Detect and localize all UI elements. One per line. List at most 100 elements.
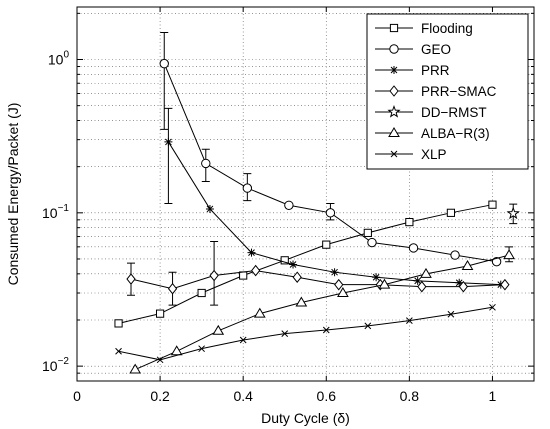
series-alba-r-3-: [129, 246, 515, 374]
data-point: [488, 200, 497, 209]
data-point: [322, 326, 330, 334]
legend-entry: PRR: [375, 63, 450, 78]
data-point: [489, 303, 496, 311]
data-point: [390, 150, 398, 158]
data-point: [334, 278, 344, 291]
data-point: [378, 278, 391, 289]
data-point: [280, 256, 289, 265]
data-point: [155, 309, 165, 318]
data-point: [212, 324, 225, 335]
data-point: [209, 269, 219, 282]
data-point: [239, 271, 248, 280]
data-point: [363, 228, 372, 237]
series-line: [118, 306, 493, 361]
series-flooding: [114, 200, 497, 328]
data-point: [337, 287, 349, 297]
x-tick-label: 0.2: [150, 388, 170, 404]
data-point: [367, 237, 377, 248]
legend-label: PRR−SMAC: [421, 84, 497, 99]
error-bar: [160, 32, 169, 130]
data-point: [389, 23, 399, 33]
legend-label: DD−RMST: [421, 105, 487, 120]
x-tick-label: 0: [73, 388, 81, 404]
x-tick-label: 0.4: [233, 388, 253, 404]
legend-entry: GEO: [375, 42, 451, 57]
plot-series: [114, 32, 520, 374]
series-dd-rmst: [506, 203, 520, 225]
data-point: [447, 310, 455, 318]
data-point: [239, 336, 247, 344]
legend-label: PRR: [421, 63, 450, 78]
data-point: [500, 278, 510, 291]
x-tick-label: 0.6: [317, 388, 337, 404]
legend: Flooding GEO PRR PRR−SMAC DD−RMST ALBA−R(3) XL…: [366, 13, 529, 170]
data-point: [129, 363, 142, 374]
legend-label: ALBA−R(3): [421, 126, 490, 141]
data-point: [198, 345, 205, 353]
data-point: [388, 127, 400, 137]
data-point: [201, 158, 211, 169]
legend-label: GEO: [421, 42, 451, 57]
data-point: [408, 243, 419, 253]
data-point: [417, 280, 427, 293]
x-axis-label: Duty Cycle (δ): [261, 410, 350, 426]
series-prr-smac: [126, 241, 510, 306]
series-line: [134, 254, 510, 371]
plot-frame: [76, 6, 535, 382]
y-tick-base: 10: [48, 52, 64, 68]
data-point: [364, 322, 372, 330]
data-point: [156, 356, 164, 364]
data-point: [253, 307, 266, 318]
y-tick-exponent: 0: [63, 50, 69, 61]
legend-entry: XLP: [375, 147, 447, 162]
y-tick-base: 10: [42, 358, 58, 374]
series-xlp: [115, 303, 496, 364]
data-point: [390, 66, 398, 74]
y-tick-base: 10: [42, 205, 58, 221]
data-point: [292, 271, 302, 284]
data-point: [205, 204, 214, 213]
series-line: [130, 270, 505, 290]
data-point: [372, 273, 381, 282]
y-tick-label: 10−2: [42, 356, 69, 374]
data-point: [126, 273, 136, 285]
data-point: [446, 208, 456, 217]
data-point: [506, 206, 520, 220]
data-point: [167, 282, 178, 295]
error-bar: [164, 107, 173, 205]
data-point: [281, 330, 289, 337]
legend-label: Flooding: [421, 21, 473, 36]
y-tick-exponent: −1: [58, 203, 70, 214]
legend-entry: ALBA−R(3): [375, 126, 490, 141]
data-point: [420, 267, 432, 278]
data-point: [450, 250, 460, 260]
legend-entry: Flooding: [375, 21, 473, 36]
data-point: [325, 208, 336, 218]
y-tick-label: 100: [48, 50, 70, 68]
y-tick-label: 10−1: [42, 203, 69, 221]
data-point: [295, 296, 308, 307]
data-point: [406, 317, 413, 325]
data-point: [455, 278, 464, 287]
data-point: [159, 58, 169, 69]
legend-label: XLP: [421, 147, 447, 162]
legend-entry: DD−RMST: [375, 105, 487, 120]
series-line: [118, 204, 493, 324]
data-point: [387, 105, 401, 118]
x-tick-label: 0.8: [400, 388, 420, 404]
y-tick-exponent: −2: [58, 356, 70, 367]
data-point: [461, 260, 474, 270]
data-point: [389, 85, 399, 97]
data-point: [405, 217, 414, 227]
data-point: [330, 268, 339, 277]
gridlines: [77, 7, 534, 381]
data-point: [114, 319, 123, 328]
data-point: [389, 44, 399, 54]
data-point: [284, 200, 294, 210]
data-point: [164, 137, 173, 146]
series-geo: [159, 32, 502, 267]
data-point: [458, 280, 469, 293]
data-point: [247, 248, 256, 257]
data-point: [197, 288, 206, 298]
data-point: [251, 264, 261, 277]
